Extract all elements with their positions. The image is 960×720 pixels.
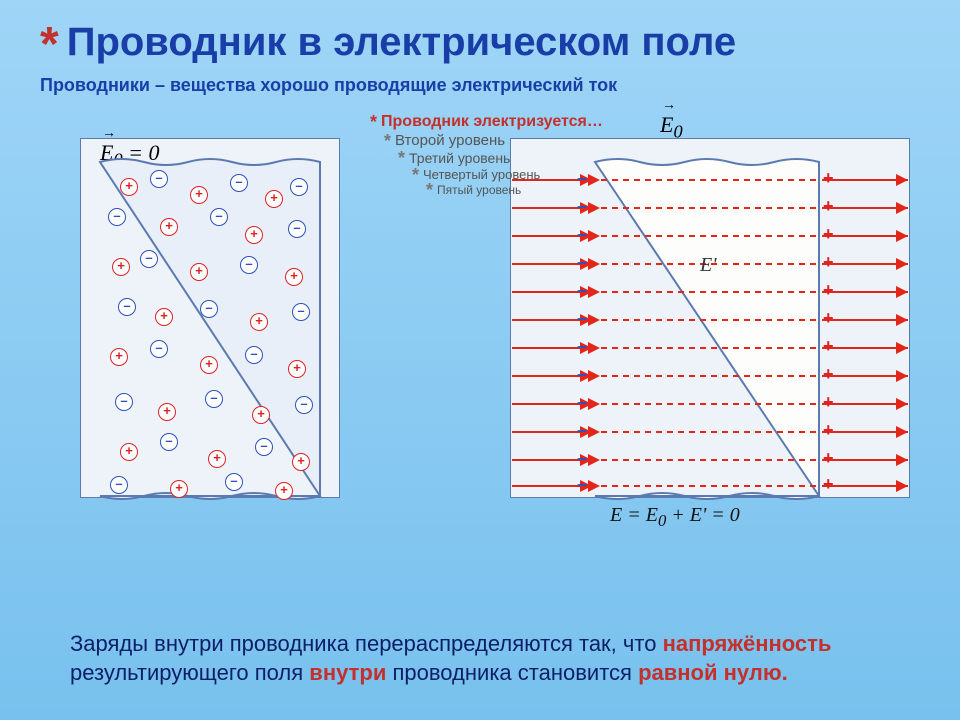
bullet-asterisk-icon: * bbox=[426, 183, 433, 197]
caption-part: Заряды внутри проводника перераспределяю… bbox=[70, 631, 663, 656]
edge-minus: – bbox=[577, 474, 587, 495]
edge-plus: + bbox=[823, 448, 834, 469]
caption-part: напряжённость bbox=[663, 631, 832, 656]
bullet-item: * Пятый уровень bbox=[426, 183, 603, 197]
edge-minus: – bbox=[577, 336, 587, 357]
field-formula: E = E0 + E' = 0 bbox=[610, 504, 740, 531]
edge-plus: + bbox=[823, 392, 834, 413]
edge-plus: + bbox=[823, 308, 834, 329]
edge-minus: – bbox=[577, 280, 587, 301]
bullet-item: * Третий уровень bbox=[398, 150, 603, 166]
caption-part: равной нулю. bbox=[638, 660, 788, 685]
slide-title: Проводник в электрическом поле bbox=[67, 20, 736, 65]
edge-plus: + bbox=[823, 280, 834, 301]
caption-part: проводника становится bbox=[386, 660, 638, 685]
edge-minus: – bbox=[577, 196, 587, 217]
bullet-label: Пятый уровень bbox=[437, 183, 521, 197]
placeholder-bullets: * Проводник электризуется… * Второй уровень… bbox=[370, 112, 603, 198]
edge-plus: + bbox=[823, 252, 834, 273]
edge-plus: + bbox=[823, 364, 834, 385]
bullet-asterisk-icon: * bbox=[398, 151, 405, 165]
edge-plus: + bbox=[823, 224, 834, 245]
caption-part: внутри bbox=[309, 660, 386, 685]
bullet-label: Третий уровень bbox=[409, 150, 510, 166]
bullet-item: * Четвертый уровень bbox=[412, 167, 603, 182]
bullet-item: * Проводник электризуется… bbox=[370, 113, 603, 131]
edge-plus: + bbox=[823, 168, 834, 189]
diagram-zone: E0 = 0 E0 –+–+–+–+–+–+–+–+–+–+–+–+ E' E … bbox=[40, 108, 920, 528]
inner-field-label: E' bbox=[700, 254, 717, 277]
bullet-asterisk-icon: * bbox=[384, 134, 391, 148]
caption-part: результирующего поля bbox=[70, 660, 309, 685]
edge-minus: – bbox=[577, 252, 587, 273]
edge-plus: + bbox=[823, 196, 834, 217]
bullet-label: Второй уровень bbox=[395, 132, 505, 149]
title-row: * Проводник в электрическом поле bbox=[0, 0, 960, 65]
bullet-item: * Второй уровень bbox=[384, 132, 603, 149]
bullet-asterisk-icon: * bbox=[412, 168, 419, 182]
caption: Заряды внутри проводника перераспределяю… bbox=[70, 629, 890, 688]
edge-plus: + bbox=[823, 474, 834, 495]
edge-minus: – bbox=[577, 308, 587, 329]
bullet-label: Проводник электризуется… bbox=[381, 113, 603, 131]
edge-minus: – bbox=[577, 364, 587, 385]
edge-minus: – bbox=[577, 448, 587, 469]
subtitle: Проводники – вещества хорошо проводящие … bbox=[0, 65, 960, 96]
title-asterisk: * bbox=[40, 26, 59, 64]
edge-minus: – bbox=[577, 224, 587, 245]
bullet-label: Четвертый уровень bbox=[423, 167, 540, 182]
edge-minus: – bbox=[577, 392, 587, 413]
edge-plus: + bbox=[823, 420, 834, 441]
slide: * Проводник в электрическом поле Проводн… bbox=[0, 0, 960, 720]
edge-minus: – bbox=[577, 420, 587, 441]
edge-plus: + bbox=[823, 336, 834, 357]
bullet-asterisk-icon: * bbox=[370, 115, 377, 129]
